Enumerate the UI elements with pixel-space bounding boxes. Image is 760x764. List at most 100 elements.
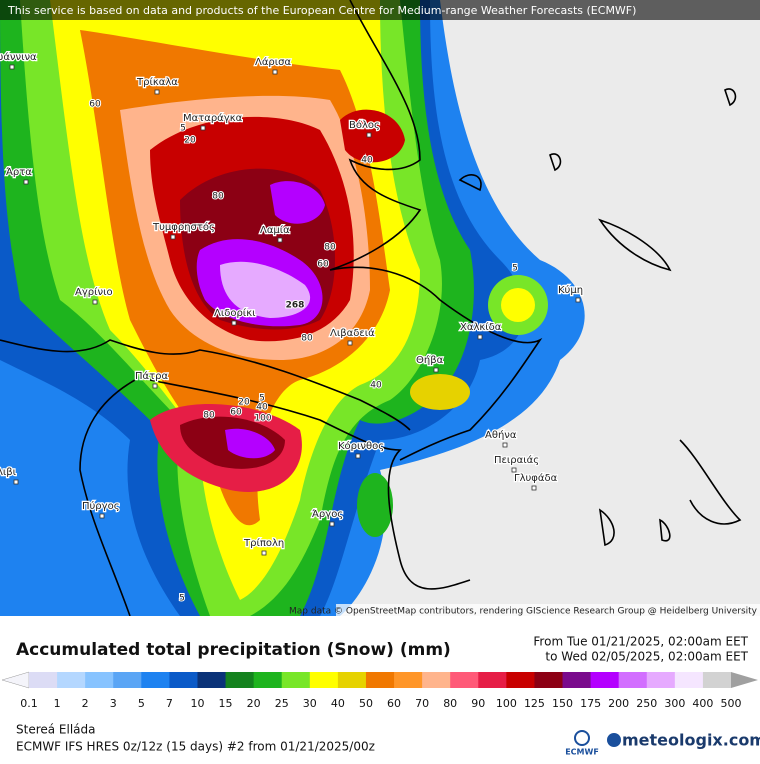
contour-label: 5 [259, 394, 265, 404]
city-label: Άργος [312, 508, 343, 520]
colorbar-segment [197, 672, 227, 688]
colorbar-segment [646, 672, 676, 688]
city-marker [511, 467, 517, 473]
contour-label: 40 [361, 156, 373, 166]
city-label: Λιβαδειά [330, 327, 375, 339]
contour-label: 60 [317, 260, 329, 270]
colorbar-segment [590, 672, 620, 688]
colorbar-label: 500 [721, 697, 742, 710]
colorbar-label: 175 [580, 697, 601, 710]
colorbar-label: 3 [110, 697, 117, 710]
colorbar-segment [281, 672, 311, 688]
city-marker [92, 299, 98, 305]
colorbar-segment [562, 672, 592, 688]
contour-label: 5 [512, 264, 518, 274]
colorbar-segment [85, 672, 114, 688]
city-label: Λάρισα [255, 56, 292, 68]
colorbar-segment [169, 672, 198, 688]
ecmwf-logo: ECMWF [565, 748, 599, 757]
colorbar-segment [450, 672, 479, 688]
city-label: Άρτα [6, 166, 32, 178]
contour-label: 80 [203, 411, 215, 421]
contour-label: 40 [256, 403, 268, 413]
city-marker [575, 297, 581, 303]
city-label: Λιβι [0, 467, 17, 478]
city-label: Πύργος [82, 500, 120, 512]
colorbar-label: 400 [692, 697, 713, 710]
colorbar-segment [422, 672, 451, 688]
contour-label: 80 [324, 243, 336, 253]
contour-label: 60 [230, 408, 242, 418]
colorbar-segment [337, 672, 367, 688]
colorbar-segment [253, 672, 283, 688]
colorbar-segment [113, 672, 142, 688]
city-label: Πειραιάς [494, 454, 539, 466]
colorbar-segment [57, 672, 86, 688]
colorbar-label: 80 [443, 697, 457, 710]
city-marker [13, 479, 19, 485]
city-marker [170, 234, 176, 240]
colorbar-segment [478, 672, 507, 688]
city-marker [99, 513, 105, 519]
city-marker [154, 89, 160, 95]
city-label: Ματαράγκα [183, 112, 243, 124]
contour-label: 80 [301, 334, 313, 344]
city-label: Τρίκαλα [136, 76, 178, 88]
colorbar-label: 20 [247, 697, 261, 710]
city-marker [23, 179, 29, 185]
region: Stereá Elláda [16, 723, 96, 737]
map: This service is based on data and produc… [0, 0, 760, 617]
city-label: Γλυφάδα [514, 472, 558, 484]
contour-label: 80 [212, 192, 224, 202]
city-label: Βόλος [349, 119, 380, 131]
colorbar-label: 200 [608, 697, 629, 710]
city-label: Τυμφρηστός [152, 221, 215, 233]
city-marker [366, 132, 372, 138]
colorbar-label: 125 [524, 697, 545, 710]
colorbar-segment [702, 672, 732, 688]
colorbar-segment [29, 672, 58, 688]
city-marker [152, 383, 158, 389]
colorbar-segment [618, 672, 648, 688]
colorbar-segment [141, 672, 170, 688]
colorbar-label: 70 [415, 697, 429, 710]
colorbar-label: 30 [303, 697, 317, 710]
date-from: From Tue 01/21/2025, 02:00am EET [533, 635, 748, 649]
contour-label: 268 [286, 301, 305, 311]
colorbar-label: 300 [664, 697, 685, 710]
city-label: Λιδορίκι [214, 307, 256, 319]
colorbar-label: 7 [166, 697, 173, 710]
contour-label: 20 [184, 136, 196, 146]
city-label: Χαλκίδα [460, 321, 502, 333]
colorbar-label: 15 [219, 697, 233, 710]
colorbar-segment [225, 672, 255, 688]
city-label: Τρίπολη [243, 537, 284, 549]
city-marker [272, 69, 278, 75]
colorbar-label: 2 [82, 697, 89, 710]
city-marker [9, 64, 15, 70]
city-marker [502, 442, 508, 448]
colorbar-segment [309, 672, 339, 688]
city-label: Κόρινθος [338, 440, 384, 452]
colorbar-label: 40 [331, 697, 345, 710]
city-label: Κύμη [558, 284, 583, 296]
city-marker [433, 367, 439, 373]
contour-label: 60 [89, 100, 101, 110]
city-label: Αθήνα [485, 429, 517, 441]
city-label: Πάτρα [135, 370, 168, 382]
contour-label: 40 [370, 381, 382, 391]
colorbar-label: 90 [471, 697, 485, 710]
colorbar-segment [394, 672, 423, 688]
city-marker [231, 320, 237, 326]
colorbar-label: 150 [552, 697, 573, 710]
city-marker [531, 485, 537, 491]
city-label: Αγρίνιο [75, 286, 113, 298]
city-marker [347, 340, 353, 346]
city-marker [329, 521, 335, 527]
colorbar-label: 100 [496, 697, 517, 710]
contour-label: 100 [254, 414, 271, 424]
colorbar-label: 5 [138, 697, 145, 710]
colorbar-segment [365, 672, 395, 688]
city-marker [200, 125, 206, 131]
